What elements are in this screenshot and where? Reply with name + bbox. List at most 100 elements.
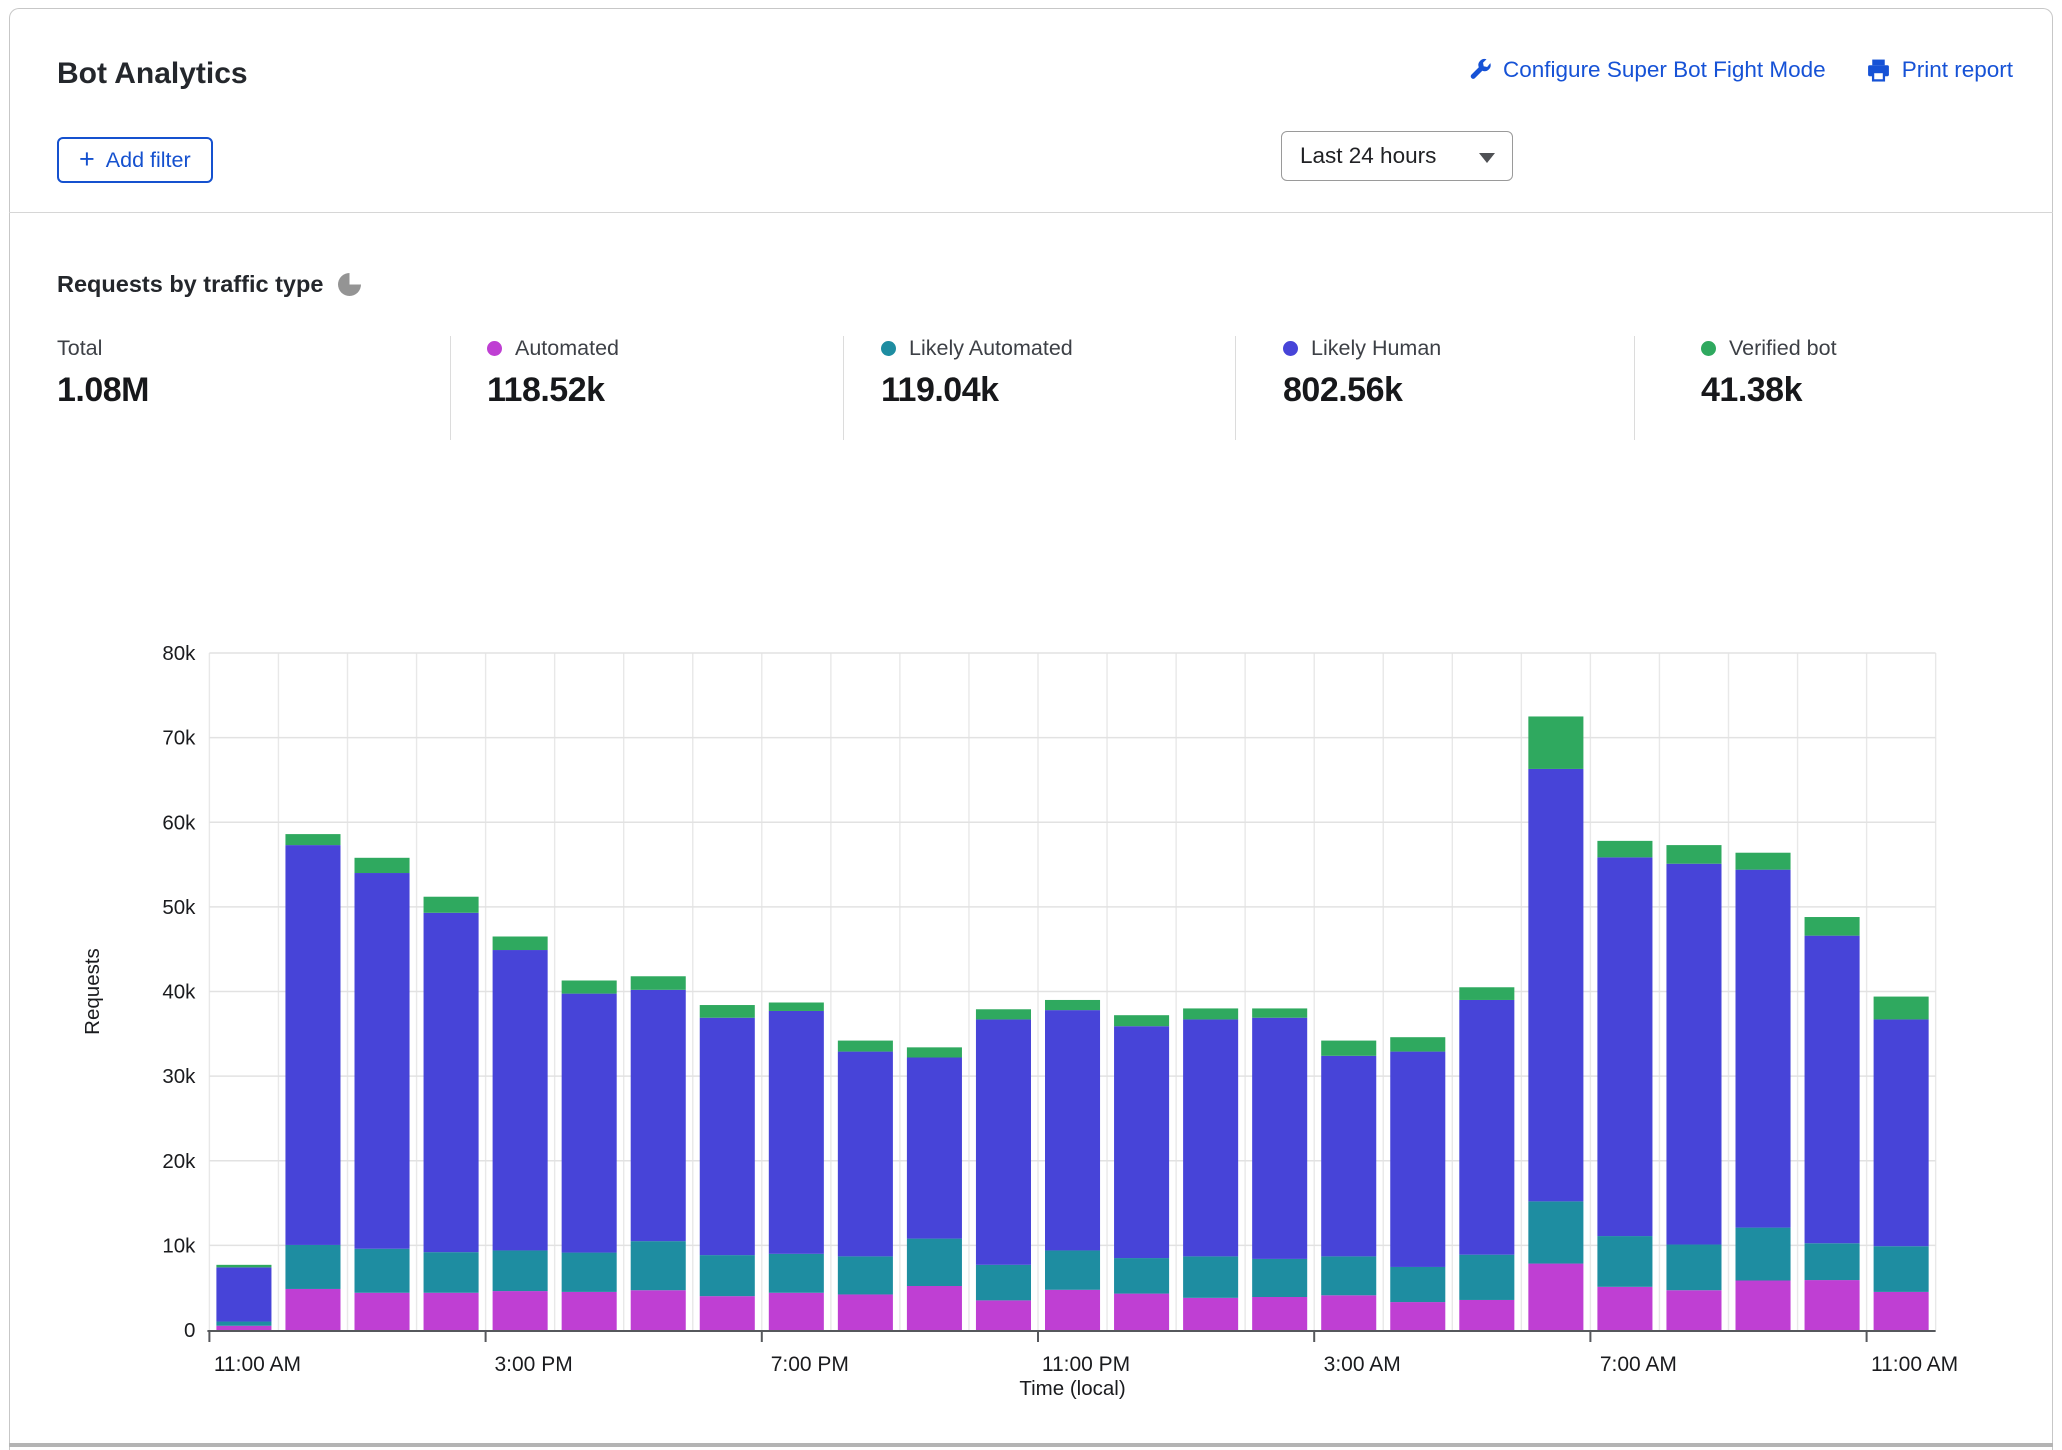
bar-segment[interactable] bbox=[1252, 1008, 1307, 1017]
bar-segment[interactable] bbox=[976, 1009, 1031, 1019]
bar-segment[interactable] bbox=[1666, 845, 1721, 864]
bar-segment[interactable] bbox=[631, 1290, 686, 1330]
bar-segment[interactable] bbox=[355, 873, 410, 1249]
bar-segment[interactable] bbox=[700, 1296, 755, 1330]
stat-likely-human[interactable]: Likely Human 802.56k bbox=[1283, 334, 1441, 410]
bar-segment[interactable] bbox=[355, 1249, 410, 1293]
bar-segment[interactable] bbox=[1736, 1280, 1791, 1330]
print-report-link[interactable]: Print report bbox=[1866, 57, 2013, 83]
bar-segment[interactable] bbox=[1045, 1000, 1100, 1010]
bar-segment[interactable] bbox=[907, 1239, 962, 1286]
bar-segment[interactable] bbox=[976, 1300, 1031, 1330]
bar-segment[interactable] bbox=[838, 1294, 893, 1330]
bar-segment[interactable] bbox=[700, 1255, 755, 1296]
bar-segment[interactable] bbox=[1528, 769, 1583, 1201]
bar-segment[interactable] bbox=[1114, 1294, 1169, 1330]
bar-segment[interactable] bbox=[493, 950, 548, 1250]
bar-segment[interactable] bbox=[1252, 1297, 1307, 1330]
bar-segment[interactable] bbox=[1666, 1290, 1721, 1330]
bar-segment[interactable] bbox=[838, 1052, 893, 1257]
bar-segment[interactable] bbox=[562, 1253, 617, 1292]
bar-segment[interactable] bbox=[424, 913, 479, 1252]
traffic-chart-svg[interactable]: 010k20k30k40k50k60k70k80k11:00 AM3:00 PM… bbox=[0, 600, 2062, 1400]
bar-segment[interactable] bbox=[1528, 1264, 1583, 1330]
bar-segment[interactable] bbox=[285, 834, 340, 845]
bar-segment[interactable] bbox=[700, 1005, 755, 1018]
bar-segment[interactable] bbox=[769, 1254, 824, 1293]
bar-segment[interactable] bbox=[1183, 1256, 1238, 1297]
bar-segment[interactable] bbox=[216, 1265, 271, 1268]
bars[interactable] bbox=[216, 716, 1928, 1330]
time-range-select[interactable]: Last 24 hours bbox=[1281, 131, 1513, 181]
bar-segment[interactable] bbox=[976, 1019, 1031, 1264]
bar-segment[interactable] bbox=[1874, 997, 1929, 1020]
bar-segment[interactable] bbox=[1390, 1267, 1445, 1302]
bar-segment[interactable] bbox=[1459, 1300, 1514, 1330]
bar-segment[interactable] bbox=[907, 1058, 962, 1239]
bar-segment[interactable] bbox=[1459, 1000, 1514, 1255]
bar-segment[interactable] bbox=[1045, 1010, 1100, 1250]
bar-segment[interactable] bbox=[216, 1326, 271, 1330]
stat-verified-bot[interactable]: Verified bot 41.38k bbox=[1701, 334, 1837, 410]
bar-segment[interactable] bbox=[1597, 1236, 1652, 1287]
bar-segment[interactable] bbox=[1597, 1287, 1652, 1330]
bar-segment[interactable] bbox=[1805, 917, 1860, 936]
bar-segment[interactable] bbox=[1874, 1019, 1929, 1246]
bar-segment[interactable] bbox=[355, 858, 410, 873]
bar-segment[interactable] bbox=[1321, 1295, 1376, 1330]
bar-segment[interactable] bbox=[1805, 936, 1860, 1244]
bar-segment[interactable] bbox=[907, 1286, 962, 1330]
bar-segment[interactable] bbox=[1805, 1243, 1860, 1280]
bar-segment[interactable] bbox=[1114, 1026, 1169, 1258]
bar-segment[interactable] bbox=[1390, 1037, 1445, 1051]
bar-segment[interactable] bbox=[216, 1322, 271, 1326]
bar-segment[interactable] bbox=[562, 994, 617, 1253]
bar-segment[interactable] bbox=[1183, 1019, 1238, 1256]
bar-segment[interactable] bbox=[424, 897, 479, 913]
bar-segment[interactable] bbox=[493, 936, 548, 950]
bar-segment[interactable] bbox=[1321, 1056, 1376, 1257]
bar-segment[interactable] bbox=[1666, 864, 1721, 1245]
bar-segment[interactable] bbox=[1183, 1298, 1238, 1330]
bar-segment[interactable] bbox=[1321, 1256, 1376, 1295]
bar-segment[interactable] bbox=[1528, 716, 1583, 768]
bar-segment[interactable] bbox=[1736, 870, 1791, 1228]
bar-segment[interactable] bbox=[493, 1250, 548, 1291]
bar-segment[interactable] bbox=[1736, 1228, 1791, 1281]
bar-segment[interactable] bbox=[1183, 1008, 1238, 1019]
requests-chart[interactable]: 010k20k30k40k50k60k70k80k11:00 AM3:00 PM… bbox=[0, 600, 2062, 1400]
bar-segment[interactable] bbox=[1114, 1015, 1169, 1026]
bar-segment[interactable] bbox=[285, 845, 340, 1245]
stat-automated[interactable]: Automated 118.52k bbox=[487, 334, 619, 410]
bar-segment[interactable] bbox=[1252, 1259, 1307, 1297]
bar-segment[interactable] bbox=[631, 990, 686, 1241]
bar-segment[interactable] bbox=[1252, 1018, 1307, 1259]
bar-segment[interactable] bbox=[493, 1291, 548, 1330]
bar-segment[interactable] bbox=[769, 1293, 824, 1330]
bar-segment[interactable] bbox=[285, 1289, 340, 1330]
bar-segment[interactable] bbox=[631, 976, 686, 990]
bar-segment[interactable] bbox=[976, 1265, 1031, 1301]
bar-segment[interactable] bbox=[1459, 987, 1514, 1000]
configure-super-bot-fight-mode-link[interactable]: Configure Super Bot Fight Mode bbox=[1468, 57, 1826, 83]
stat-likely-automated[interactable]: Likely Automated 119.04k bbox=[881, 334, 1073, 410]
bar-segment[interactable] bbox=[1045, 1250, 1100, 1289]
bar-segment[interactable] bbox=[1390, 1052, 1445, 1267]
bar-segment[interactable] bbox=[1597, 857, 1652, 1236]
bar-segment[interactable] bbox=[1321, 1041, 1376, 1056]
bar-segment[interactable] bbox=[1114, 1258, 1169, 1294]
bar-segment[interactable] bbox=[1666, 1245, 1721, 1291]
bar-segment[interactable] bbox=[424, 1293, 479, 1330]
bar-segment[interactable] bbox=[1390, 1302, 1445, 1330]
bar-segment[interactable] bbox=[1045, 1290, 1100, 1330]
bar-segment[interactable] bbox=[1874, 1292, 1929, 1330]
bar-segment[interactable] bbox=[355, 1293, 410, 1330]
bar-segment[interactable] bbox=[1805, 1280, 1860, 1330]
bar-segment[interactable] bbox=[1597, 841, 1652, 858]
bar-segment[interactable] bbox=[907, 1047, 962, 1057]
bar-segment[interactable] bbox=[216, 1267, 271, 1321]
bar-segment[interactable] bbox=[1874, 1246, 1929, 1292]
bar-segment[interactable] bbox=[838, 1256, 893, 1294]
bar-segment[interactable] bbox=[769, 1003, 824, 1011]
bar-segment[interactable] bbox=[562, 980, 617, 993]
